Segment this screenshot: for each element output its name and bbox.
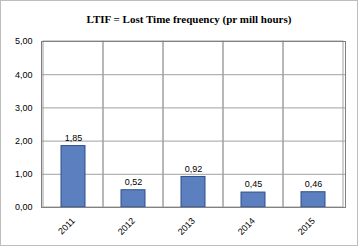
svg-text:0,46: 0,46: [305, 179, 323, 189]
svg-text:0,92: 0,92: [185, 164, 203, 174]
svg-text:2011: 2011: [56, 216, 77, 237]
html-text:LTIF = Lost Time frequency (pr: LTIF = Lost Time frequency (pr mill hour…: [86, 13, 292, 25]
svg-text:2012: 2012: [116, 216, 137, 237]
svg-text:2015: 2015: [296, 216, 317, 237]
svg-text:1,00: 1,00: [15, 169, 33, 179]
svg-text:1,85: 1,85: [65, 133, 83, 143]
svg-text:0,52: 0,52: [125, 177, 143, 187]
svg-text:5,00: 5,00: [15, 36, 33, 46]
svg-text:3,00: 3,00: [15, 103, 33, 113]
svg-text:4,00: 4,00: [15, 70, 33, 80]
svg-text:2013: 2013: [176, 216, 197, 237]
svg-text:0,45: 0,45: [245, 179, 263, 189]
svg-text:2014: 2014: [236, 216, 257, 237]
svg-text:2,00: 2,00: [15, 136, 33, 146]
svg-text:0,00: 0,00: [15, 202, 33, 212]
